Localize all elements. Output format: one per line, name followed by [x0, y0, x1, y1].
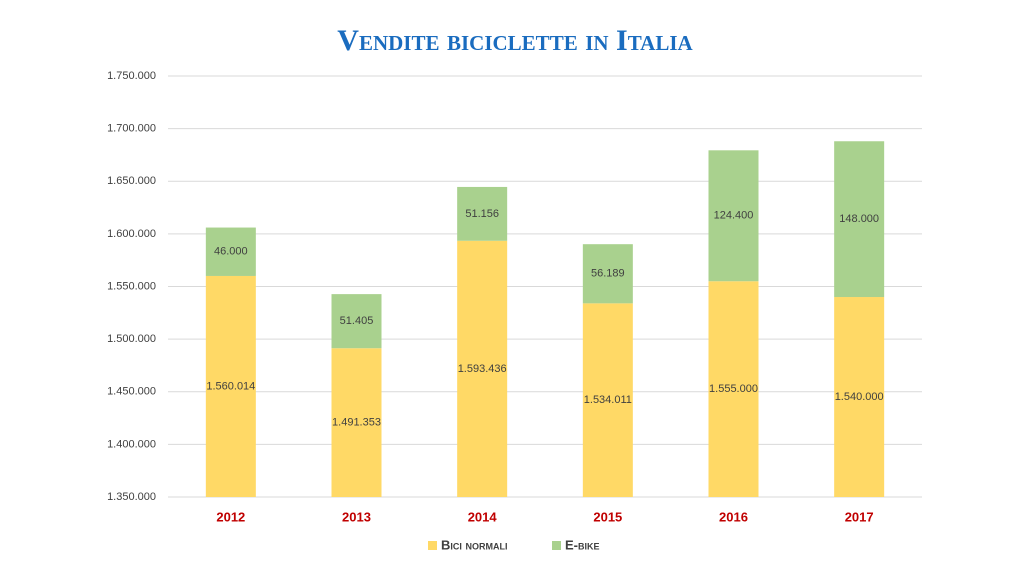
- y-tick-label: 1.550.000: [107, 280, 156, 292]
- x-tick-label: 2015: [593, 509, 622, 524]
- bar-segment: [582, 303, 633, 497]
- data-label: 56.189: [591, 268, 625, 280]
- bar-segment: [457, 186, 508, 241]
- bar-segment: [457, 240, 508, 497]
- legend-swatch: [552, 541, 561, 550]
- bar-segment: [331, 294, 382, 349]
- y-tick-label: 1.400.000: [107, 438, 156, 450]
- y-tick-label: 1.500.000: [107, 333, 156, 345]
- y-tick-label: 1.350.000: [107, 491, 156, 503]
- data-label: 51.405: [340, 315, 374, 327]
- chart-title: Vendite biciclette in Italia: [337, 24, 693, 57]
- x-tick-label: 2012: [216, 509, 245, 524]
- legend-swatch: [428, 541, 437, 550]
- data-label: 51.156: [465, 208, 499, 220]
- x-tick-label: 2014: [468, 509, 498, 524]
- data-label: 1.560.014: [206, 380, 255, 392]
- x-tick-label: 2016: [719, 509, 748, 524]
- bar-segment: [331, 348, 382, 497]
- bar-segment: [205, 275, 256, 497]
- data-label: 1.555.000: [709, 383, 758, 395]
- data-label: 1.534.011: [584, 394, 632, 406]
- bar-segment: [582, 244, 633, 304]
- x-tick-label: 2017: [845, 509, 874, 524]
- y-tick-label: 1.700.000: [107, 123, 156, 135]
- y-tick-label: 1.600.000: [107, 228, 156, 240]
- data-label: 148.000: [839, 213, 879, 225]
- y-tick-label: 1.750.000: [107, 70, 156, 82]
- data-label: 46.000: [214, 246, 248, 258]
- legend-label: E-bike: [565, 537, 600, 552]
- data-label: 124.400: [714, 210, 754, 222]
- data-label: 1.540.000: [835, 391, 884, 403]
- legend-label: Bici normali: [441, 537, 508, 552]
- data-label: 1.491.353: [332, 417, 381, 429]
- data-label: 1.593.436: [458, 363, 507, 375]
- y-tick-label: 1.650.000: [107, 175, 156, 187]
- y-tick-label: 1.450.000: [107, 386, 156, 398]
- bar-segment: [205, 227, 256, 276]
- x-tick-label: 2013: [342, 509, 371, 524]
- bar-segment: [834, 297, 885, 497]
- bar-segment: [708, 281, 759, 497]
- bar-segment: [708, 150, 759, 282]
- bar-segment: [834, 141, 885, 298]
